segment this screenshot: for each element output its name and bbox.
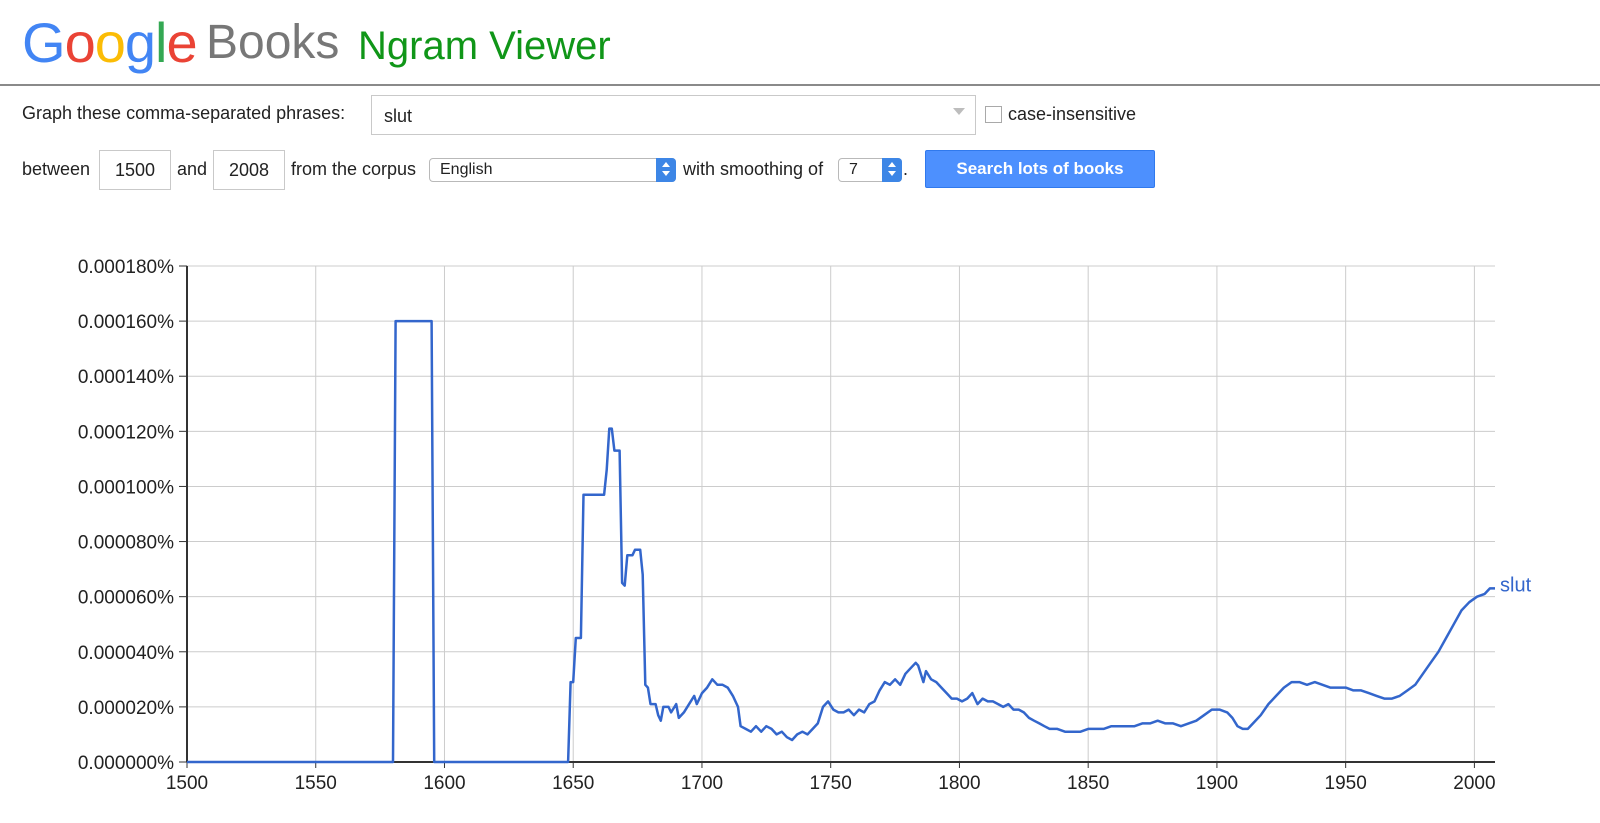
x-tick-label: 1550 bbox=[295, 773, 337, 794]
updown-arrows-icon bbox=[882, 158, 902, 182]
series-line-slut bbox=[187, 319, 1495, 764]
y-tick-label: 0.000180% bbox=[78, 257, 174, 278]
google-logo[interactable]: Google bbox=[22, 11, 198, 74]
x-tick-label: 1700 bbox=[681, 773, 723, 794]
google-logo-letter: o bbox=[94, 11, 126, 74]
y-tick-label: 0.000080% bbox=[78, 533, 174, 554]
ngram-viewer-title: Ngram Viewer bbox=[358, 24, 611, 68]
search-lots-of-books-button[interactable]: Search lots of books bbox=[925, 150, 1155, 188]
case-insensitive-label: case-insensitive bbox=[1008, 104, 1137, 124]
x-tick-label: 1800 bbox=[938, 773, 980, 794]
x-tick-label: 1750 bbox=[810, 773, 852, 794]
header: Google Books Ngram Viewer bbox=[0, 0, 1600, 86]
smoothing-select-value: 7 bbox=[849, 161, 858, 178]
end-year-input[interactable]: 2008 bbox=[213, 150, 285, 190]
corpus-select[interactable]: English bbox=[429, 158, 676, 182]
corpus-select-value: English bbox=[440, 161, 493, 178]
google-logo-letter: l bbox=[155, 11, 167, 74]
start-year-input[interactable]: 1500 bbox=[99, 150, 171, 190]
corpus-label: from the corpus bbox=[291, 159, 417, 179]
google-logo-letter: g bbox=[124, 11, 156, 74]
books-logo-text: Books bbox=[206, 16, 340, 69]
google-logo-letter: G bbox=[22, 11, 66, 74]
ngram-chart: 0.000000% 0.000020% 0.000040% 0.000060% 0.00… bbox=[78, 257, 1532, 794]
y-tick-label: 0.000100% bbox=[78, 477, 174, 498]
case-insensitive-checkbox[interactable] bbox=[985, 106, 1002, 123]
x-tick-label: 1900 bbox=[1196, 773, 1238, 794]
x-tick-label: 1650 bbox=[552, 773, 594, 794]
y-tick-label: 0.000040% bbox=[78, 643, 174, 664]
dropdown-arrow-icon[interactable] bbox=[953, 108, 965, 115]
and-label: and bbox=[177, 159, 208, 179]
x-tick-label: 1950 bbox=[1325, 773, 1367, 794]
y-tick-label: 0.000140% bbox=[78, 367, 174, 388]
y-tick-label: 0.000160% bbox=[78, 312, 174, 333]
smoothing-label: with smoothing of bbox=[683, 159, 824, 179]
google-logo-letter: o bbox=[64, 11, 96, 74]
smoothing-select[interactable]: 7 bbox=[838, 158, 902, 182]
series-label: slut bbox=[1500, 574, 1532, 596]
y-tick-label: 0.000000% bbox=[78, 753, 174, 774]
x-tick-label: 1850 bbox=[1067, 773, 1109, 794]
between-label: between bbox=[22, 159, 91, 179]
y-tick-label: 0.000120% bbox=[78, 422, 174, 443]
google-logo-letter: e bbox=[166, 11, 197, 74]
x-tick-label: 1500 bbox=[166, 773, 208, 794]
updown-arrows-icon bbox=[656, 158, 676, 182]
phrases-input[interactable]: slut bbox=[371, 95, 976, 135]
period-text: . bbox=[903, 159, 909, 179]
x-tick-label: 1600 bbox=[423, 773, 465, 794]
y-tick-label: 0.000020% bbox=[78, 698, 174, 719]
x-tick-label: 2000 bbox=[1453, 773, 1495, 794]
y-tick-label: 0.000060% bbox=[78, 588, 174, 609]
phrases-label: Graph these comma-separated phrases: bbox=[22, 103, 346, 123]
phrases-input-value: slut bbox=[384, 106, 413, 126]
